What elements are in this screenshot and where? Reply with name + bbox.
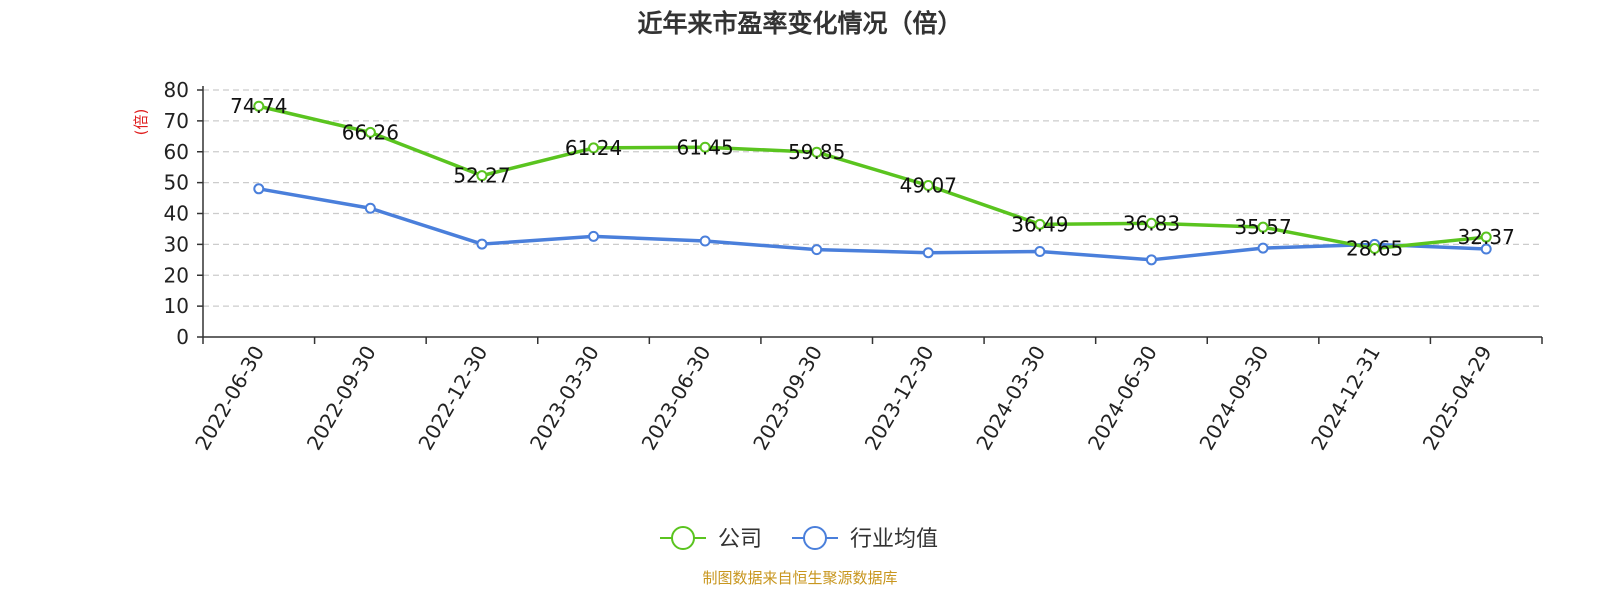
y-tick-label: 30 (164, 232, 189, 256)
data-label: 59.85 (788, 140, 845, 164)
data-point (1145, 217, 1157, 229)
y-tick-label: 70 (164, 109, 189, 133)
y-tick-label: 80 (164, 78, 189, 102)
x-tick-label: 2023-03-30 (525, 342, 604, 455)
legend-item: 行业均值 (792, 526, 938, 552)
axes (202, 86, 1542, 338)
data-label: 66.26 (342, 120, 399, 144)
data-label: 49.07 (900, 173, 957, 197)
data-point (1034, 218, 1046, 230)
data-label: 32.37 (1458, 225, 1515, 249)
data-point (922, 179, 934, 191)
data-label: 35.57 (1234, 215, 1291, 239)
y-tick-label: 40 (164, 202, 189, 226)
data-point (1257, 242, 1269, 254)
x-tick-label: 2025-04-29 (1418, 342, 1497, 455)
data-label: 36.49 (1011, 212, 1068, 236)
series-line (258, 187, 1487, 262)
x-tick-label: 2024-03-30 (971, 342, 1050, 455)
data-label: 61.24 (565, 136, 622, 160)
chart-title: 近年来市盈率变化情况（倍） (637, 9, 963, 38)
data-point (1480, 243, 1492, 255)
x-axis-ticks: 2022-06-30 2022-09-30 2022-12-30 2023-03-30… (190, 337, 1543, 455)
data-point (253, 100, 265, 112)
x-tick-label: 2022-12-30 (413, 342, 492, 455)
data-label: 28.65 (1346, 237, 1403, 261)
data-point (1369, 243, 1381, 255)
x-tick-label: 2024-06-30 (1083, 342, 1162, 455)
grid-lines (203, 89, 1542, 307)
x-tick-label: 2023-06-30 (637, 342, 716, 455)
data-point (1034, 245, 1046, 257)
data-point (1145, 254, 1157, 266)
data-labels: 74.74 66.26 52.27 61.24 61.45 59.85 49.07 36.49… (230, 94, 1515, 260)
data-point (1257, 221, 1269, 233)
legend-label: 行业均值 (850, 527, 938, 552)
x-tick-label: 2024-12-31 (1306, 342, 1385, 455)
legend-item: 公司 (660, 526, 762, 552)
data-source-note: 制图数据来自恒生聚源数据库 (702, 569, 898, 587)
x-tick-label: 2024-09-30 (1194, 342, 1273, 455)
data-point (364, 202, 376, 214)
data-point (1480, 231, 1492, 243)
series-line (258, 104, 1487, 251)
data-point (922, 247, 934, 259)
y-axis-ticks: 0 10 20 30 40 50 60 70 80 (164, 78, 203, 349)
y-tick-label: 10 (164, 294, 189, 318)
y-tick-label: 0 (176, 325, 189, 349)
data-point (811, 244, 823, 256)
data-point (588, 142, 600, 154)
data-point (476, 238, 488, 250)
legend-marker (803, 526, 827, 550)
data-label: 36.83 (1123, 211, 1180, 235)
data-point (699, 141, 711, 153)
y-tick-label: 20 (164, 263, 189, 287)
data-point (364, 126, 376, 138)
x-tick-label: 2022-09-30 (302, 342, 381, 455)
data-point (699, 235, 711, 247)
x-tick-label: 2023-12-30 (860, 342, 939, 455)
x-tick-label: 2022-06-30 (190, 342, 269, 455)
data-label: 74.74 (230, 94, 287, 118)
data-point (476, 170, 488, 182)
legend-label: 公司 (718, 527, 762, 552)
data-point (588, 230, 600, 242)
legend-marker (671, 526, 695, 550)
legend: 公司 行业均值 (660, 526, 938, 552)
data-label: 52.27 (453, 164, 510, 188)
x-tick-label: 2023-09-30 (748, 342, 827, 455)
data-point (811, 146, 823, 158)
data-point (253, 183, 265, 195)
series-layer (253, 100, 1492, 266)
y-tick-label: 50 (164, 171, 189, 195)
data-label: 61.45 (676, 135, 733, 159)
y-tick-label: 60 (164, 140, 189, 164)
y-axis-unit-label: (倍) (132, 109, 150, 136)
